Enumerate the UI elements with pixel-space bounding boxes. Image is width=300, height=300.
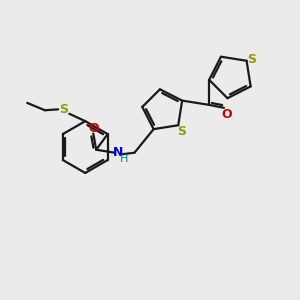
Text: O: O — [221, 108, 232, 121]
Text: S: S — [177, 125, 186, 138]
Text: S: S — [59, 103, 68, 116]
Text: N: N — [113, 146, 124, 159]
Text: S: S — [248, 53, 256, 66]
Text: O: O — [88, 122, 99, 135]
Text: H: H — [119, 154, 128, 164]
